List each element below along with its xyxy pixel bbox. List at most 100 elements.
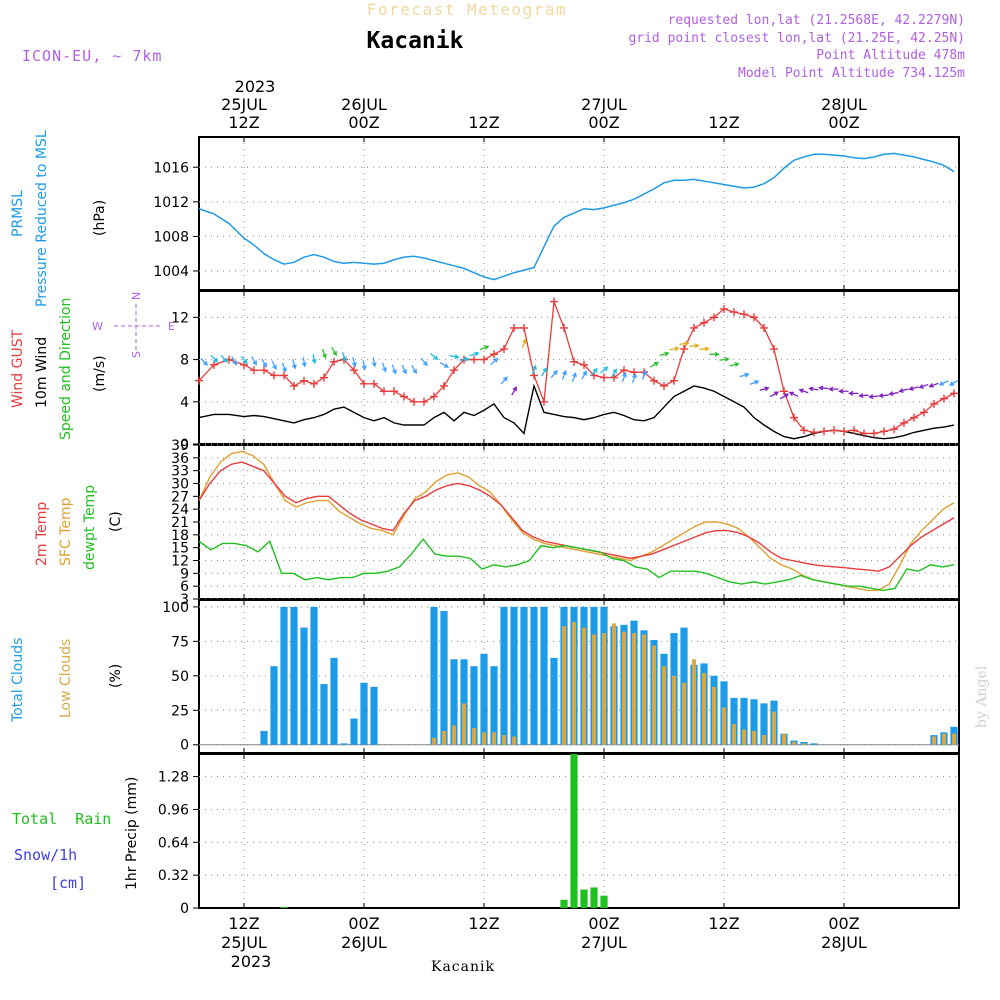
temp-ytick-label: 6 [180,579,189,595]
low-cloud-bar [502,735,506,745]
temp-ytick-label: 18 [171,528,189,544]
low-cloud-bar [712,686,716,745]
gust-marker [490,350,498,359]
low-cloud-bar [802,743,806,745]
gust-marker [480,355,488,364]
temp-ytick-label: 36 [171,451,189,467]
low-cloud-bar [572,622,576,745]
gust-marker [720,304,728,313]
wind-direction-arrow [848,390,859,396]
low-cloud-bar [752,730,756,745]
gust-marker [380,387,388,396]
wind-frame [198,290,960,445]
wind-direction-arrow [459,356,470,362]
wind-direction-arrow [200,358,209,366]
wind-ytick-label: 12 [171,310,189,326]
precip-ytick-label: 0.32 [158,868,189,884]
gust-marker [270,371,278,380]
low-cloud-bar [492,732,496,745]
top-axis-hour: 12Z [228,113,259,132]
total-cloud-bar [530,606,538,745]
total-cloud-bar [370,686,378,745]
wind-direction-arrow [381,362,387,373]
gust-marker [280,371,288,380]
wind-direction-arrow [769,391,780,398]
wind-direction-arrow [908,386,919,391]
temp-ytick-label: 30 [171,477,189,493]
wind-direction-arrow [828,386,839,392]
wind-direction-arrow [490,357,499,366]
wind-direction-arrow [948,379,959,386]
temp-ytick-label: 24 [171,502,189,518]
total-cloud-bar [520,606,528,745]
total-cloud-bar [360,682,368,745]
wind-direction-arrow [888,391,899,397]
wind-direction-arrow [898,388,909,393]
gust-marker [840,427,848,436]
top-axis-hour: 00Z [588,113,619,132]
gust-marker [850,426,858,435]
gust-marker [890,425,898,434]
wind-direction-arrow [479,345,490,351]
pressure-line [198,152,955,281]
gust-marker [620,366,628,375]
gust-marker [830,426,838,435]
wind-direction-arrow [669,346,680,352]
gust-marker [600,373,608,382]
temp-ytick-label: 3 [180,592,189,608]
wind-direction-arrow [331,346,337,357]
wind-direction-arrow [918,383,929,389]
gust-marker [770,345,778,354]
low-cloud-bar [642,634,646,745]
compass-east: E [168,320,175,333]
total-cloud-bar [260,730,268,745]
wind-direction-arrow [341,351,347,362]
wind-direction-arrow [531,364,537,375]
bottom-axis-hour: 00Z [348,914,379,933]
low-cloud-bar [562,626,566,745]
rain-bar [580,889,588,908]
wind-direction-arrow [868,394,879,400]
wind-direction-arrow [240,355,248,365]
wind-direction-arrow [321,348,327,359]
precip-ytick-label: 0.64 [158,835,189,851]
bottom-axis-hour: 12Z [228,914,259,933]
gust-marker [470,355,478,364]
wind-direction-arrow [430,353,439,361]
wind-direction-arrow [779,393,790,400]
wind-direction-arrow [301,357,307,368]
low-cloud-bar [732,724,736,745]
bottom-axis-day: 27JUL [581,933,627,952]
top-axis-day: 25JUL [221,95,267,114]
low-cloud-bar [782,733,786,745]
low-cloud-bar [442,730,446,745]
rain-bar [590,887,598,908]
bottom-axis-hour: 00Z [828,914,859,933]
total-cloud-bar [550,657,558,745]
bottom-axis-day: 28JUL [821,933,867,952]
wind-direction-arrow [439,362,450,368]
clouds-ytick-label: 0 [180,738,189,754]
temp-unit: (C) [108,511,124,532]
total-cloud-bar [310,606,318,745]
top-axis-day: 27JUL [581,95,627,114]
product-title: Forecast Meteogram [367,0,567,19]
pressure-label-prmsl: PRMSL [10,190,26,237]
low-cloud-bar [462,703,466,745]
wind-direction-arrow [581,370,587,380]
wind-direction-arrow [311,353,317,365]
bottom-year: 2023 [231,952,272,971]
wind-direction-arrow [571,372,577,382]
total-cloud-bar [760,703,768,745]
gust-marker [860,429,868,438]
precip-ytick-label: 0.96 [158,802,189,818]
total-cloud-bar [470,666,478,745]
gust-marker [660,381,668,390]
model-label: ICON-EU, ~ 7km [22,47,162,65]
low-cloud-bar [652,645,656,745]
wind-direction-arrow [500,376,508,385]
gust-marker [440,381,448,390]
wind-direction-arrow [858,393,869,399]
wind-direction-arrow [699,346,710,352]
low-cloud-bar [742,729,746,745]
